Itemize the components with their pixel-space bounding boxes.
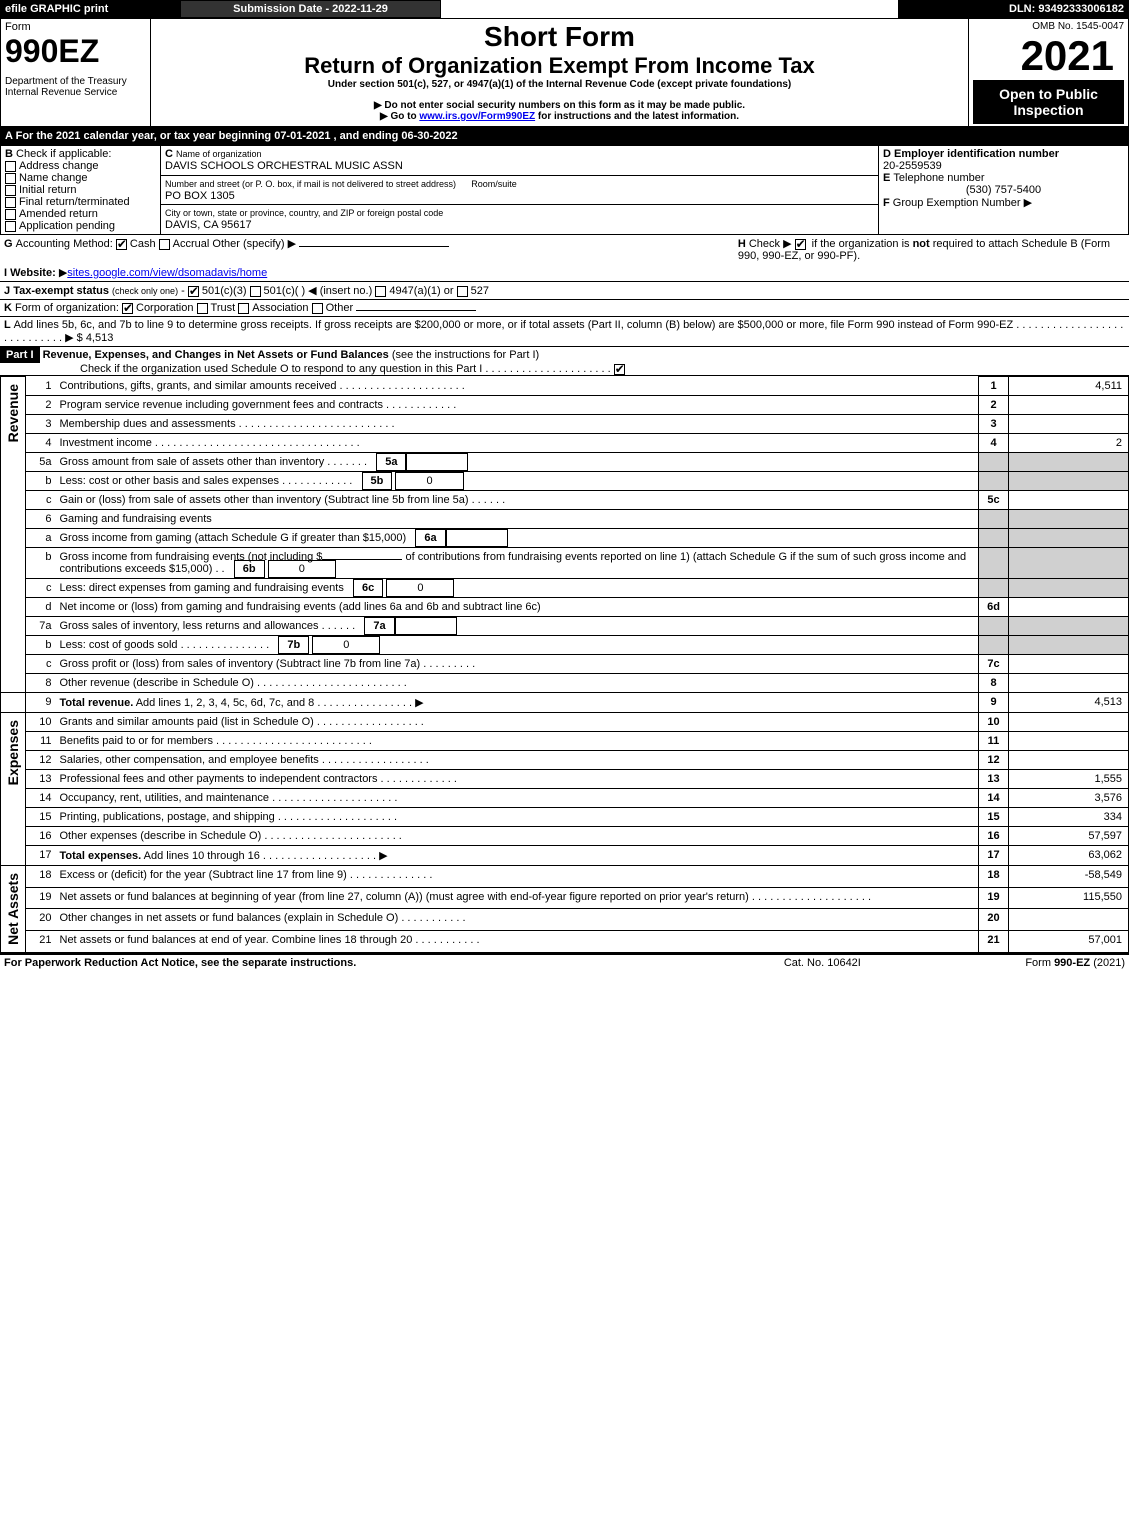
title-block: Form 990EZ Department of the Treasury In…	[0, 18, 1129, 127]
street-value: PO BOX 1305	[165, 190, 235, 202]
arrow-icon	[380, 111, 388, 122]
checkbox-schedule-b[interactable]	[795, 239, 806, 250]
street-label: Number and street (or P. O. box, if mail…	[165, 179, 456, 189]
submission-date: Submission Date - 2022-11-29	[181, 1, 441, 18]
part1-heading-sub: (see the instructions for Part I)	[392, 349, 539, 361]
tax-year: 2021	[973, 32, 1124, 80]
checkbox-other-org[interactable]	[312, 303, 323, 314]
netassets-side-label: Net Assets	[5, 869, 21, 949]
gross-receipts: $ 4,513	[77, 332, 114, 344]
checkbox-trust[interactable]	[197, 303, 208, 314]
checkbox-501c[interactable]	[250, 286, 261, 297]
gh-block: G Accounting Method: Cash Accrual Other …	[0, 235, 1129, 264]
irs-label: Internal Revenue Service	[5, 87, 146, 98]
line21-value: 57,001	[1009, 931, 1129, 953]
ein-value: 20-2559539	[883, 160, 942, 172]
line18-value: -58,549	[1009, 866, 1129, 888]
part1-check-line: Check if the organization used Schedule …	[0, 363, 482, 375]
checkbox-527[interactable]	[457, 286, 468, 297]
checkbox-name-change[interactable]	[5, 173, 16, 184]
line13-value: 1,555	[1009, 770, 1129, 789]
checkbox-cash[interactable]	[116, 239, 127, 250]
checkbox-application-pending[interactable]	[5, 221, 16, 232]
checkbox-address-change[interactable]	[5, 161, 16, 172]
line4-value: 2	[1009, 434, 1129, 453]
phone-value: (530) 757-5400	[883, 184, 1124, 196]
efile-label[interactable]: efile GRAPHIC print	[1, 1, 181, 18]
goto-note-suffix: for instructions and the latest informat…	[535, 111, 739, 122]
line14-value: 3,576	[1009, 789, 1129, 808]
footer-left: For Paperwork Reduction Act Notice, see …	[0, 954, 736, 971]
other-org-input[interactable]	[356, 310, 476, 311]
part1-label: Part I	[0, 347, 40, 363]
return-title: Return of Organization Exempt From Incom…	[155, 53, 964, 79]
group-exemption-label: Group Exemption Number	[893, 197, 1021, 209]
form-org-label: Form of organization:	[15, 302, 119, 314]
line16-value: 57,597	[1009, 827, 1129, 846]
arrow-icon: ▶	[1024, 197, 1032, 209]
checkbox-amended-return[interactable]	[5, 209, 16, 220]
check-applicable-label: Check if applicable:	[16, 148, 111, 160]
line19-value: 115,550	[1009, 887, 1129, 909]
phone-label: Telephone number	[893, 172, 984, 184]
line17-value: 63,062	[1009, 846, 1129, 866]
footer-form: 990-EZ	[1054, 957, 1090, 969]
part1-heading: Revenue, Expenses, and Changes in Net As…	[43, 349, 389, 361]
city-label: City or town, state or province, country…	[165, 208, 443, 218]
org-name-label: Name of organization	[176, 149, 262, 159]
checkbox-4947[interactable]	[375, 286, 386, 297]
revenue-side-label: Revenue	[5, 380, 21, 446]
form-label: Form	[5, 21, 146, 33]
org-name: DAVIS SCHOOLS ORCHESTRAL MUSIC ASSN	[165, 160, 403, 172]
org-info-block: B Check if applicable: Address change Na…	[0, 145, 1129, 235]
ein-label: Employer identification number	[894, 148, 1059, 160]
checkbox-association[interactable]	[238, 303, 249, 314]
lines-table: Revenue 1 Contributions, gifts, grants, …	[0, 376, 1129, 953]
accounting-method-label: Accounting Method:	[16, 238, 113, 250]
line1-value: 4,511	[1009, 377, 1129, 396]
checkbox-initial-return[interactable]	[5, 185, 16, 196]
open-public: Open to Public Inspection	[973, 80, 1124, 124]
checkbox-501c3[interactable]	[188, 286, 199, 297]
website-link[interactable]: sites.google.com/view/dsomadavis/home	[67, 267, 267, 279]
line15-value: 334	[1009, 808, 1129, 827]
dln-label: DLN: 93492333006182	[899, 1, 1129, 18]
checkbox-schedule-o[interactable]	[614, 364, 625, 375]
arrow-icon	[374, 100, 382, 111]
expenses-side-label: Expenses	[5, 716, 21, 789]
subtitle: Under section 501(c), 527, or 4947(a)(1)…	[155, 79, 964, 90]
line9-value: 4,513	[1009, 693, 1129, 713]
omb-number: OMB No. 1545-0047	[973, 21, 1124, 32]
checkbox-final-return[interactable]	[5, 197, 16, 208]
other-specify-input[interactable]	[299, 246, 449, 247]
tax-exempt-label: Tax-exempt status	[13, 285, 109, 297]
short-form-title: Short Form	[155, 21, 964, 53]
section-a: For the 2021 calendar year, or tax year …	[16, 130, 458, 142]
form-number: 990EZ	[5, 33, 146, 70]
checkbox-accrual[interactable]	[159, 239, 170, 250]
city-value: DAVIS, CA 95617	[165, 219, 252, 231]
irs-link[interactable]: www.irs.gov/Form990EZ	[419, 111, 535, 122]
checkbox-corporation[interactable]	[122, 303, 133, 314]
ssn-note: Do not enter social security numbers on …	[384, 100, 745, 111]
section-l-text: Add lines 5b, 6c, and 7b to line 9 to de…	[14, 319, 1014, 331]
goto-note: Go to	[390, 111, 419, 122]
dept-treasury: Department of the Treasury	[5, 76, 146, 87]
footer-cat: Cat. No. 10642I	[736, 954, 910, 971]
top-bar: efile GRAPHIC print Submission Date - 20…	[0, 0, 1129, 18]
room-label: Room/suite	[471, 179, 517, 189]
